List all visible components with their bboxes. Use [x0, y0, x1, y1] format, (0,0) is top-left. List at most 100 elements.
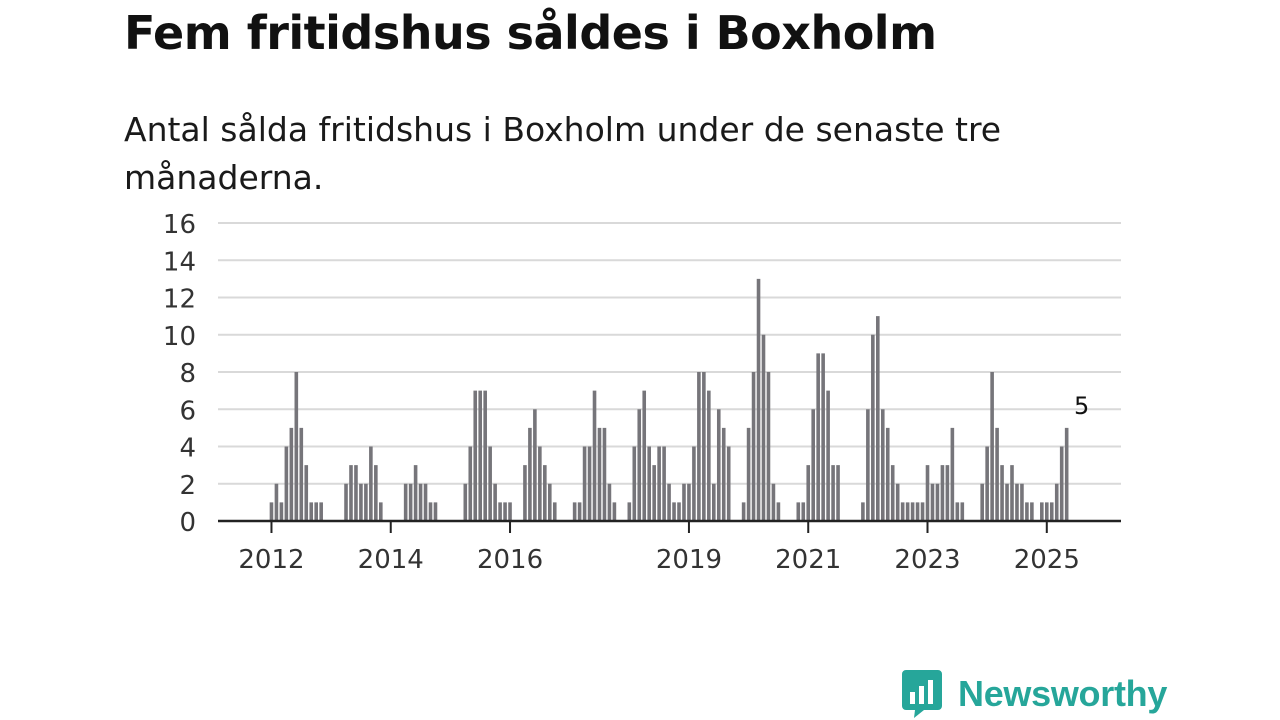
bar — [945, 465, 950, 521]
bar — [756, 278, 761, 521]
bar — [1030, 502, 1034, 521]
bar — [359, 483, 363, 521]
x-tick-label: 2016 — [477, 545, 543, 575]
y-tick-label: 12 — [163, 285, 196, 315]
bar — [309, 502, 314, 521]
newsworthy-logo[interactable]: Newsworthy — [902, 670, 1167, 718]
bar — [1044, 502, 1049, 521]
bar — [423, 483, 428, 521]
bar — [920, 502, 925, 521]
bar — [274, 483, 279, 521]
bar — [880, 409, 885, 521]
y-axis-ticks: 0 2 4 6 8 10 12 14 16 — [163, 210, 196, 538]
x-tick-label: 2023 — [894, 545, 960, 575]
bar — [771, 483, 776, 521]
bar — [940, 465, 945, 521]
bar — [950, 427, 955, 521]
bar — [349, 465, 353, 521]
bar — [652, 465, 656, 521]
bar — [279, 502, 284, 521]
bar — [985, 446, 989, 521]
bar — [642, 390, 647, 521]
bar — [374, 465, 378, 521]
bar — [488, 446, 492, 521]
bar — [428, 502, 433, 521]
bar — [861, 502, 865, 521]
bar — [667, 483, 671, 521]
bar — [269, 502, 274, 521]
bar — [662, 446, 666, 521]
y-tick-label: 8 — [179, 359, 196, 389]
highlight-value-label: 5 — [1074, 392, 1089, 420]
bar — [746, 427, 751, 521]
bar — [811, 409, 815, 521]
bar — [876, 316, 880, 521]
bar — [508, 502, 512, 521]
bar — [716, 409, 721, 521]
bar — [925, 465, 930, 521]
bar — [687, 483, 691, 521]
bar — [751, 372, 756, 521]
bar — [885, 427, 890, 521]
y-tick-label: 6 — [179, 396, 196, 426]
bar — [677, 502, 681, 521]
bar — [990, 372, 994, 521]
bar — [796, 502, 801, 521]
chart-title: Fem fritidshus såldes i Boxholm — [124, 6, 937, 60]
bar — [418, 483, 423, 521]
y-tick-label: 14 — [163, 247, 196, 277]
x-tick-label: 2012 — [238, 545, 304, 575]
bar — [284, 446, 289, 521]
bar — [1064, 427, 1069, 521]
bar — [806, 465, 811, 521]
y-tick-label: 2 — [179, 471, 196, 501]
bar — [587, 446, 592, 521]
bar — [905, 502, 910, 521]
bar — [960, 502, 965, 521]
bar — [726, 446, 731, 521]
bar — [354, 465, 358, 521]
bar — [612, 502, 617, 521]
bar — [702, 372, 706, 521]
bar — [607, 483, 612, 521]
bar — [468, 446, 473, 521]
x-tick-label: 2021 — [775, 545, 841, 575]
bar — [866, 409, 870, 521]
y-tick-label: 4 — [179, 434, 196, 464]
bar — [1010, 465, 1014, 521]
grid-lines — [218, 222, 1121, 485]
bar — [657, 446, 661, 521]
bar — [632, 446, 637, 521]
bar — [776, 502, 781, 521]
bar — [582, 446, 587, 521]
x-tick-label: 2019 — [656, 545, 722, 575]
bar — [895, 483, 900, 521]
bar — [304, 465, 309, 521]
bar — [707, 390, 711, 521]
bar — [1020, 483, 1024, 521]
bar — [533, 409, 537, 521]
bar — [463, 483, 468, 521]
bar — [836, 465, 840, 521]
bar — [682, 483, 686, 521]
bar — [289, 427, 294, 521]
bar — [1049, 502, 1054, 521]
bar — [721, 427, 726, 521]
bar — [712, 483, 716, 521]
bar — [299, 427, 304, 521]
bar — [1040, 502, 1044, 521]
bar — [602, 427, 607, 521]
bar — [831, 465, 835, 521]
bar — [364, 483, 368, 521]
bar — [761, 334, 766, 521]
bar — [547, 483, 552, 521]
bar — [523, 465, 527, 521]
bar — [503, 502, 507, 521]
bar — [637, 409, 642, 521]
bar — [1054, 483, 1059, 521]
bar — [344, 483, 348, 521]
bar — [538, 446, 542, 521]
bar — [433, 502, 438, 521]
x-axis-ticks: 2012 2014 2016 2019 2021 2023 2025 — [238, 521, 1080, 575]
